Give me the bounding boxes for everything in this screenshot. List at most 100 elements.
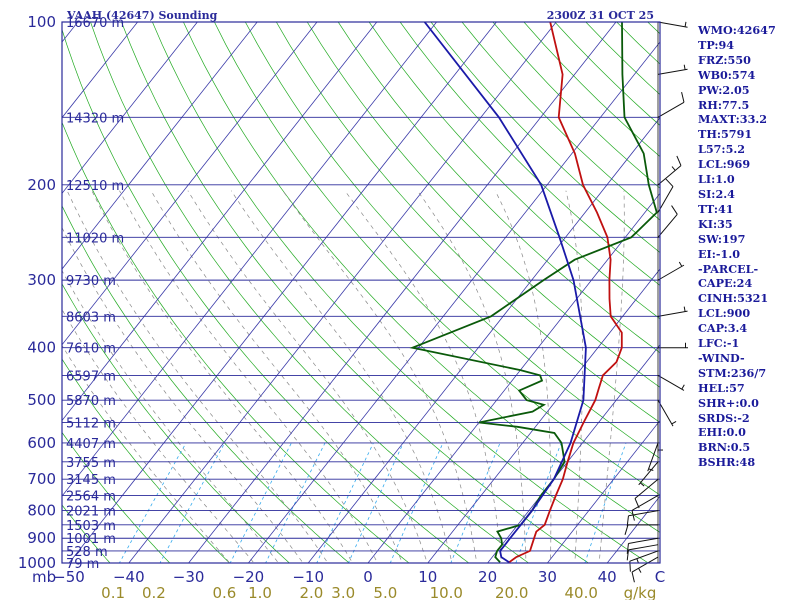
index-line: SI:2.4	[698, 186, 735, 201]
sounding-time: 2300Z 31 OCT 25	[547, 9, 654, 22]
parcel-path	[423, 22, 587, 563]
wind-barb	[658, 342, 688, 349]
diagram-grid	[0, 10, 660, 575]
wind-barb	[631, 556, 659, 583]
mixing-ratio-tick-label: 5.0	[373, 584, 397, 600]
mixing-ratio-tick-label: 40.0	[564, 584, 597, 600]
temperature-tick-label: 20	[478, 568, 497, 586]
index-line: SRDS:-2	[698, 410, 750, 425]
temperature-tick-label: 0	[363, 568, 373, 586]
height-label: 1503 m	[66, 519, 116, 534]
index-line: TP:94	[698, 37, 735, 52]
mixing-ratio-line	[450, 442, 501, 563]
height-label: 5870 m	[66, 394, 116, 409]
mixing-ratio-line	[118, 442, 187, 563]
temperature-tick-label: −20	[233, 568, 265, 586]
height-label: 6597 m	[66, 369, 116, 384]
pressure-tick-label: 200	[27, 176, 56, 194]
moist-adiabat-line	[91, 190, 353, 563]
dewpoint-profile	[409, 22, 658, 563]
pressure-tick-label: 100	[27, 13, 56, 31]
wind-barb	[657, 261, 685, 281]
height-label: 7610 m	[66, 342, 116, 357]
moist-adiabat-line	[282, 190, 478, 563]
index-line: -WIND-	[698, 350, 745, 365]
index-line: CINH:5321	[698, 291, 769, 306]
index-line: KI:35	[698, 216, 733, 231]
pressure-tick-label: 500	[27, 391, 56, 409]
wind-barb	[657, 205, 678, 238]
index-line: TT:41	[698, 201, 734, 216]
moist-adiabat-line	[565, 190, 583, 563]
stability-index-panel: WMO:42647 TP:94 FRZ:550 WB0:574 PW:2.05 RH:77…	[698, 23, 798, 470]
wind-barb	[631, 494, 659, 521]
dry-adiabat-line	[337, 22, 660, 354]
isotherm-line	[367, 192, 660, 563]
moist-adiabat-line	[344, 190, 502, 563]
index-line: CAP:3.4	[698, 321, 748, 336]
wind-barb	[657, 306, 688, 317]
moist-adiabat-line	[62, 226, 304, 563]
isotherm-line	[62, 22, 258, 270]
wind-barb	[657, 21, 688, 28]
height-label: 5112 m	[66, 417, 116, 432]
temperature-tick-label: −40	[113, 568, 145, 586]
temperature-tick-label: 40	[598, 568, 617, 586]
index-line: WB0:574	[698, 67, 756, 82]
height-label: 9730 m	[66, 274, 116, 289]
isotherm-line	[62, 22, 438, 497]
index-line: -PARCEL-	[698, 261, 759, 276]
dry-adiabat-line	[90, 22, 530, 563]
dry-adiabat-line	[62, 283, 290, 563]
mixing-ratio-line	[389, 442, 444, 563]
height-label: 528 m	[66, 545, 108, 560]
pressure-tick-label: 700	[27, 470, 56, 488]
height-label: 16670 m	[66, 16, 124, 31]
mixing-ratio-line	[229, 442, 292, 563]
dry-adiabat-line	[183, 22, 660, 533]
isotherm-line	[427, 268, 660, 563]
index-line: EI:-1.0	[698, 246, 740, 261]
index-line: L57:5.2	[698, 142, 746, 157]
height-label: 2564 m	[66, 489, 116, 504]
index-line: STM:236/7	[698, 365, 767, 380]
mixing-ratio-unit-label: g/kg	[624, 584, 657, 600]
index-line: FRZ:550	[698, 52, 751, 67]
index-line: LFC:-1	[698, 336, 740, 351]
wind-barb	[624, 524, 658, 535]
moist-adiabat-line	[66, 190, 329, 563]
isotherm-line	[0, 10, 28, 575]
dry-adiabat-line	[244, 22, 660, 459]
dry-adiabat-line	[121, 22, 590, 563]
index-line: EHI:0.0	[698, 425, 746, 440]
mixing-ratio-tick-label: 0.1	[101, 584, 125, 600]
pressure-tick-label: 900	[27, 529, 56, 547]
dry-adiabat-line	[62, 504, 111, 563]
moist-adiabat-line	[62, 308, 255, 563]
height-label: 3145 m	[66, 473, 116, 488]
plot-frame	[61, 21, 661, 564]
isotherm-line	[62, 22, 139, 119]
moist-adiabat-line	[62, 269, 279, 563]
moist-adiabat-line	[230, 190, 453, 563]
temperature-tick-label: 30	[538, 568, 557, 586]
wind-barb	[657, 155, 682, 186]
wind-barb	[626, 544, 659, 561]
index-line: LCL:969	[698, 157, 751, 172]
moist-adiabat-line	[417, 190, 527, 563]
temperature-profile	[508, 22, 623, 563]
wind-barb-column	[624, 21, 688, 583]
mixing-ratio-tick-label: 0.6	[213, 584, 237, 600]
pressure-unit-label: mb	[32, 568, 56, 586]
mixing-ratio-line	[316, 442, 374, 563]
height-label: 1001 m	[66, 532, 116, 547]
isotherm-line	[307, 117, 660, 563]
mixing-ratio-line	[584, 442, 627, 563]
pressure-tick-label: 600	[27, 434, 56, 452]
wind-barb	[626, 537, 659, 554]
dry-adiabat-line	[430, 22, 660, 253]
isotherm-line	[188, 22, 617, 563]
temperature-tick-label: −30	[173, 568, 205, 586]
